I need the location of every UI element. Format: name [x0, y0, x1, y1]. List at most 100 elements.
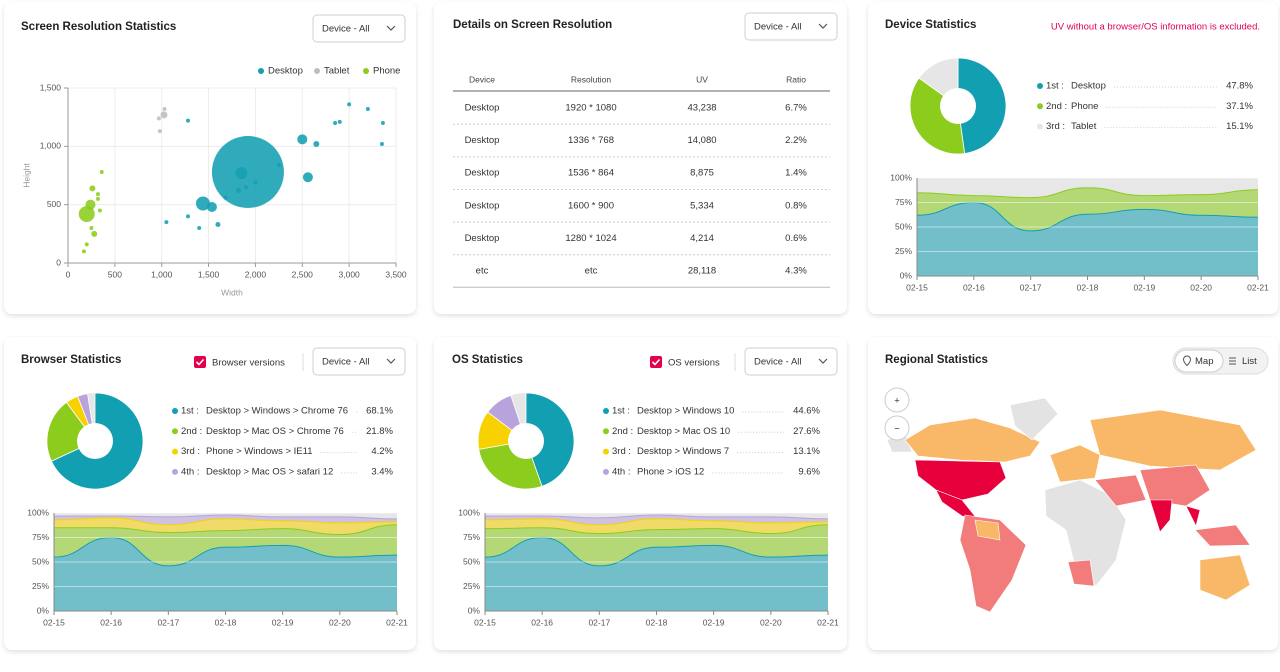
x-tick-label: 02-21	[1247, 282, 1269, 292]
panel-title: Device Statistics	[885, 19, 976, 31]
bubble	[162, 107, 167, 111]
x-tick-label: 02-19	[1133, 282, 1155, 292]
dropdown-label: Device - All	[754, 22, 802, 33]
y-tick-label: 25%	[32, 581, 49, 591]
dropdown[interactable]	[312, 347, 406, 376]
y-tick-label: 25%	[895, 246, 912, 256]
legend-value: 47.8%	[1226, 81, 1253, 92]
table-header: UV	[696, 74, 708, 84]
legend-label: Desktop > Windows 10	[637, 406, 734, 417]
region	[1194, 524, 1251, 547]
table-cell: etc	[585, 266, 598, 277]
zoom-label: +	[894, 396, 900, 407]
bubble	[206, 202, 217, 212]
area-line	[484, 518, 829, 526]
area-line	[484, 524, 829, 535]
bubble	[160, 111, 168, 119]
bubble	[195, 196, 210, 211]
table-cell: 1.4%	[785, 168, 807, 179]
dropdown[interactable]	[744, 347, 838, 376]
bubble	[302, 172, 313, 183]
legend-rank: 1st :	[1046, 81, 1064, 92]
legend-swatch	[603, 468, 609, 475]
x-tick-label: 02-20	[760, 617, 782, 627]
bubble	[97, 208, 102, 213]
legend-swatch	[172, 468, 178, 475]
bubble	[78, 206, 95, 222]
toggle-label: List	[1242, 356, 1257, 367]
legend-value: 44.6%	[793, 406, 820, 417]
table-cell: 43,238	[687, 103, 716, 114]
check	[651, 358, 661, 366]
legend-label: Desktop > Mac OS > Chrome 76	[206, 426, 344, 437]
zoom-button[interactable]	[884, 387, 910, 413]
checkbox[interactable]	[650, 356, 662, 368]
y-tick-label: 0	[56, 257, 61, 267]
pie-hole	[77, 423, 113, 459]
bubble	[215, 222, 221, 227]
x-tick-label: 02-17	[588, 617, 610, 627]
table-cell: 5,334	[690, 200, 714, 211]
x-tick-label: 500	[108, 269, 122, 279]
legend-value: 68.1%	[366, 406, 393, 417]
legend-swatch	[1037, 83, 1043, 89]
x-tick-label: 3,000	[339, 269, 361, 279]
x-tick-label: 3,500	[385, 269, 407, 279]
legend-rank: 4th :	[181, 466, 200, 477]
table-cell: Desktop	[465, 233, 500, 244]
x-tick-label: 02-20	[1190, 282, 1212, 292]
card	[4, 2, 416, 314]
bubble	[89, 226, 94, 230]
table-cell: 14,080	[687, 135, 716, 146]
chevron	[386, 25, 396, 31]
panel-title: Screen Resolution Statistics	[21, 21, 176, 33]
area	[485, 518, 828, 534]
y-tick-label: 50%	[895, 221, 912, 231]
x-tick-label: 02-18	[215, 617, 237, 627]
bubble	[276, 163, 281, 167]
bubble	[89, 185, 96, 192]
x-tick-label: 2,000	[245, 269, 267, 279]
legend-swatch	[172, 428, 178, 435]
chevron	[818, 358, 828, 364]
checkbox[interactable]	[194, 356, 206, 368]
bubble	[164, 220, 169, 225]
legend-swatch	[603, 408, 609, 414]
area	[485, 537, 828, 611]
checkbox-label: OS versions	[668, 358, 720, 369]
legend-value: 3.4%	[371, 466, 393, 477]
region	[1044, 479, 1127, 587]
bubble	[185, 214, 190, 219]
region	[1094, 474, 1147, 507]
x-tick-label: 0	[66, 269, 71, 279]
bubble	[99, 170, 104, 174]
bubble	[211, 136, 284, 208]
dropdown[interactable]	[744, 12, 838, 41]
table-cell: 1600 * 900	[568, 200, 614, 211]
x-axis-label: Width	[221, 287, 243, 297]
area	[917, 187, 1258, 231]
table-cell: Desktop	[465, 168, 500, 179]
list-icon[interactable]	[1229, 357, 1236, 365]
panel-title: Details on Screen Resolution	[453, 19, 612, 31]
area-line	[916, 187, 1259, 199]
legend-value: 21.8%	[366, 426, 393, 437]
x-tick-label: 02-19	[272, 617, 294, 627]
area	[917, 202, 1258, 276]
table-header: Resolution	[571, 74, 611, 84]
x-tick-label: 02-18	[646, 617, 668, 627]
region	[1049, 444, 1101, 483]
x-tick-label: 02-17	[1020, 282, 1042, 292]
pie-slice	[525, 392, 575, 487]
dropdown[interactable]	[312, 14, 406, 43]
y-tick-label: 0%	[468, 605, 481, 615]
table-cell: etc	[476, 266, 489, 277]
zoom-button[interactable]	[884, 415, 910, 441]
x-tick-label: 02-17	[157, 617, 179, 627]
region	[1067, 559, 1095, 587]
bubble	[244, 185, 249, 190]
table-cell: 1280 * 1024	[565, 233, 616, 244]
legend-label: Phone	[373, 66, 400, 77]
legend-label: Desktop > Windows 7	[637, 446, 729, 457]
